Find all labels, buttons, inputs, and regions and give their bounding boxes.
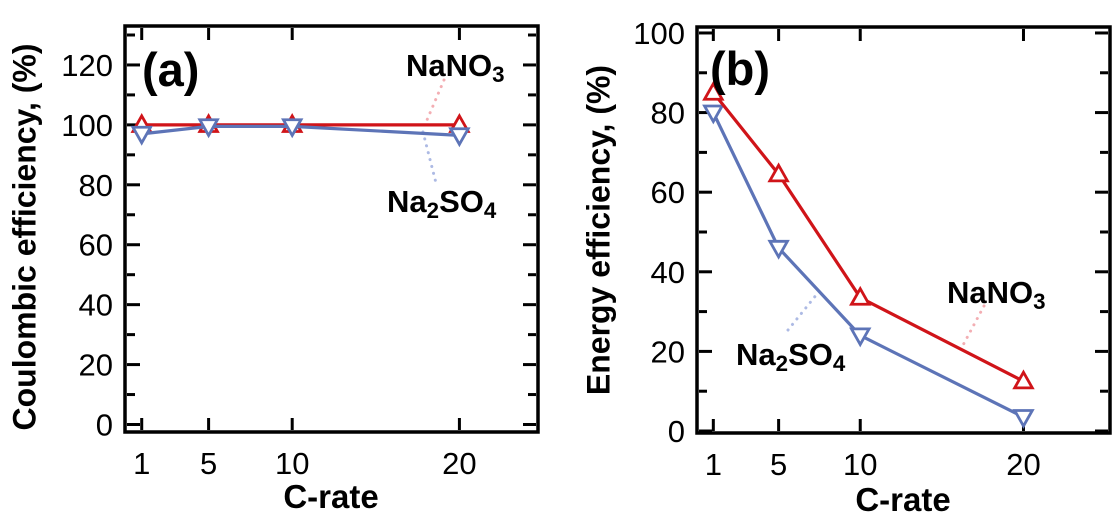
panel-a-label: (a) bbox=[142, 43, 200, 96]
panel-b-label: (b) bbox=[710, 42, 771, 95]
marker-nano3 bbox=[702, 80, 725, 101]
y-tick-label: 120 bbox=[61, 48, 113, 83]
panel-b-series-label-na2so4: Na2SO4 bbox=[736, 337, 846, 377]
leader-line bbox=[425, 78, 446, 122]
y-tick-label: 60 bbox=[651, 175, 685, 210]
y-tick-label: 100 bbox=[61, 108, 113, 143]
marker-na2so4 bbox=[702, 104, 725, 125]
x-tick-label: 10 bbox=[843, 447, 877, 482]
x-tick-label: 5 bbox=[770, 447, 787, 482]
panel-b-series-label-nano3: NaNO3 bbox=[947, 275, 1046, 315]
leader-line bbox=[960, 304, 986, 349]
x-tick-label: 5 bbox=[200, 446, 217, 481]
x-tick-label: 20 bbox=[1006, 447, 1040, 482]
y-tick-label: 0 bbox=[668, 414, 685, 449]
y-tick-label: 40 bbox=[651, 255, 685, 290]
marker-na2so4 bbox=[1012, 409, 1035, 429]
series-line-na2so4 bbox=[711, 111, 1025, 419]
panel-a-y-axis-title: Coulombic efficiency, (%) bbox=[6, 43, 43, 431]
marker-nano3 bbox=[1012, 369, 1035, 390]
marker-na2so4 bbox=[197, 118, 220, 139]
marker-na2so4 bbox=[849, 327, 872, 348]
y-tick-label: 100 bbox=[633, 16, 685, 51]
y-tick-label: 20 bbox=[651, 334, 685, 369]
panel-a-x-axis-title: C-rate bbox=[283, 478, 379, 515]
marker-na2so4 bbox=[130, 125, 153, 146]
y-tick-label: 40 bbox=[79, 288, 113, 323]
series-line-nano3 bbox=[712, 91, 1025, 383]
x-tick-label: 1 bbox=[133, 446, 150, 481]
marker-nano3 bbox=[767, 162, 790, 183]
leader-line bbox=[786, 292, 819, 332]
panel-a-series-label-nano3: NaNO3 bbox=[406, 48, 505, 88]
marker-na2so4 bbox=[281, 118, 304, 139]
panel-a-series-label-na2so4: Na2SO4 bbox=[387, 184, 497, 224]
x-tick-label: 1 bbox=[705, 447, 722, 482]
y-tick-label: 20 bbox=[79, 348, 113, 383]
y-tick-label: 60 bbox=[79, 228, 113, 263]
panel-frame bbox=[695, 25, 1112, 435]
y-tick-label: 80 bbox=[79, 168, 113, 203]
panel-frame bbox=[123, 24, 540, 434]
leader-line bbox=[421, 130, 438, 185]
marker-nano3 bbox=[849, 285, 872, 306]
marker-na2so4 bbox=[767, 239, 790, 260]
panel-b-y-axis-title: Energy efficiency, (%) bbox=[580, 64, 617, 396]
panel-b-x-axis-title: C-rate bbox=[855, 481, 951, 518]
marker-na2so4 bbox=[448, 127, 471, 148]
x-tick-label: 20 bbox=[442, 446, 476, 481]
x-tick-label: 10 bbox=[275, 446, 309, 481]
y-tick-label: 0 bbox=[96, 408, 113, 443]
series-line-na2so4 bbox=[141, 124, 460, 137]
y-tick-label: 80 bbox=[651, 96, 685, 131]
